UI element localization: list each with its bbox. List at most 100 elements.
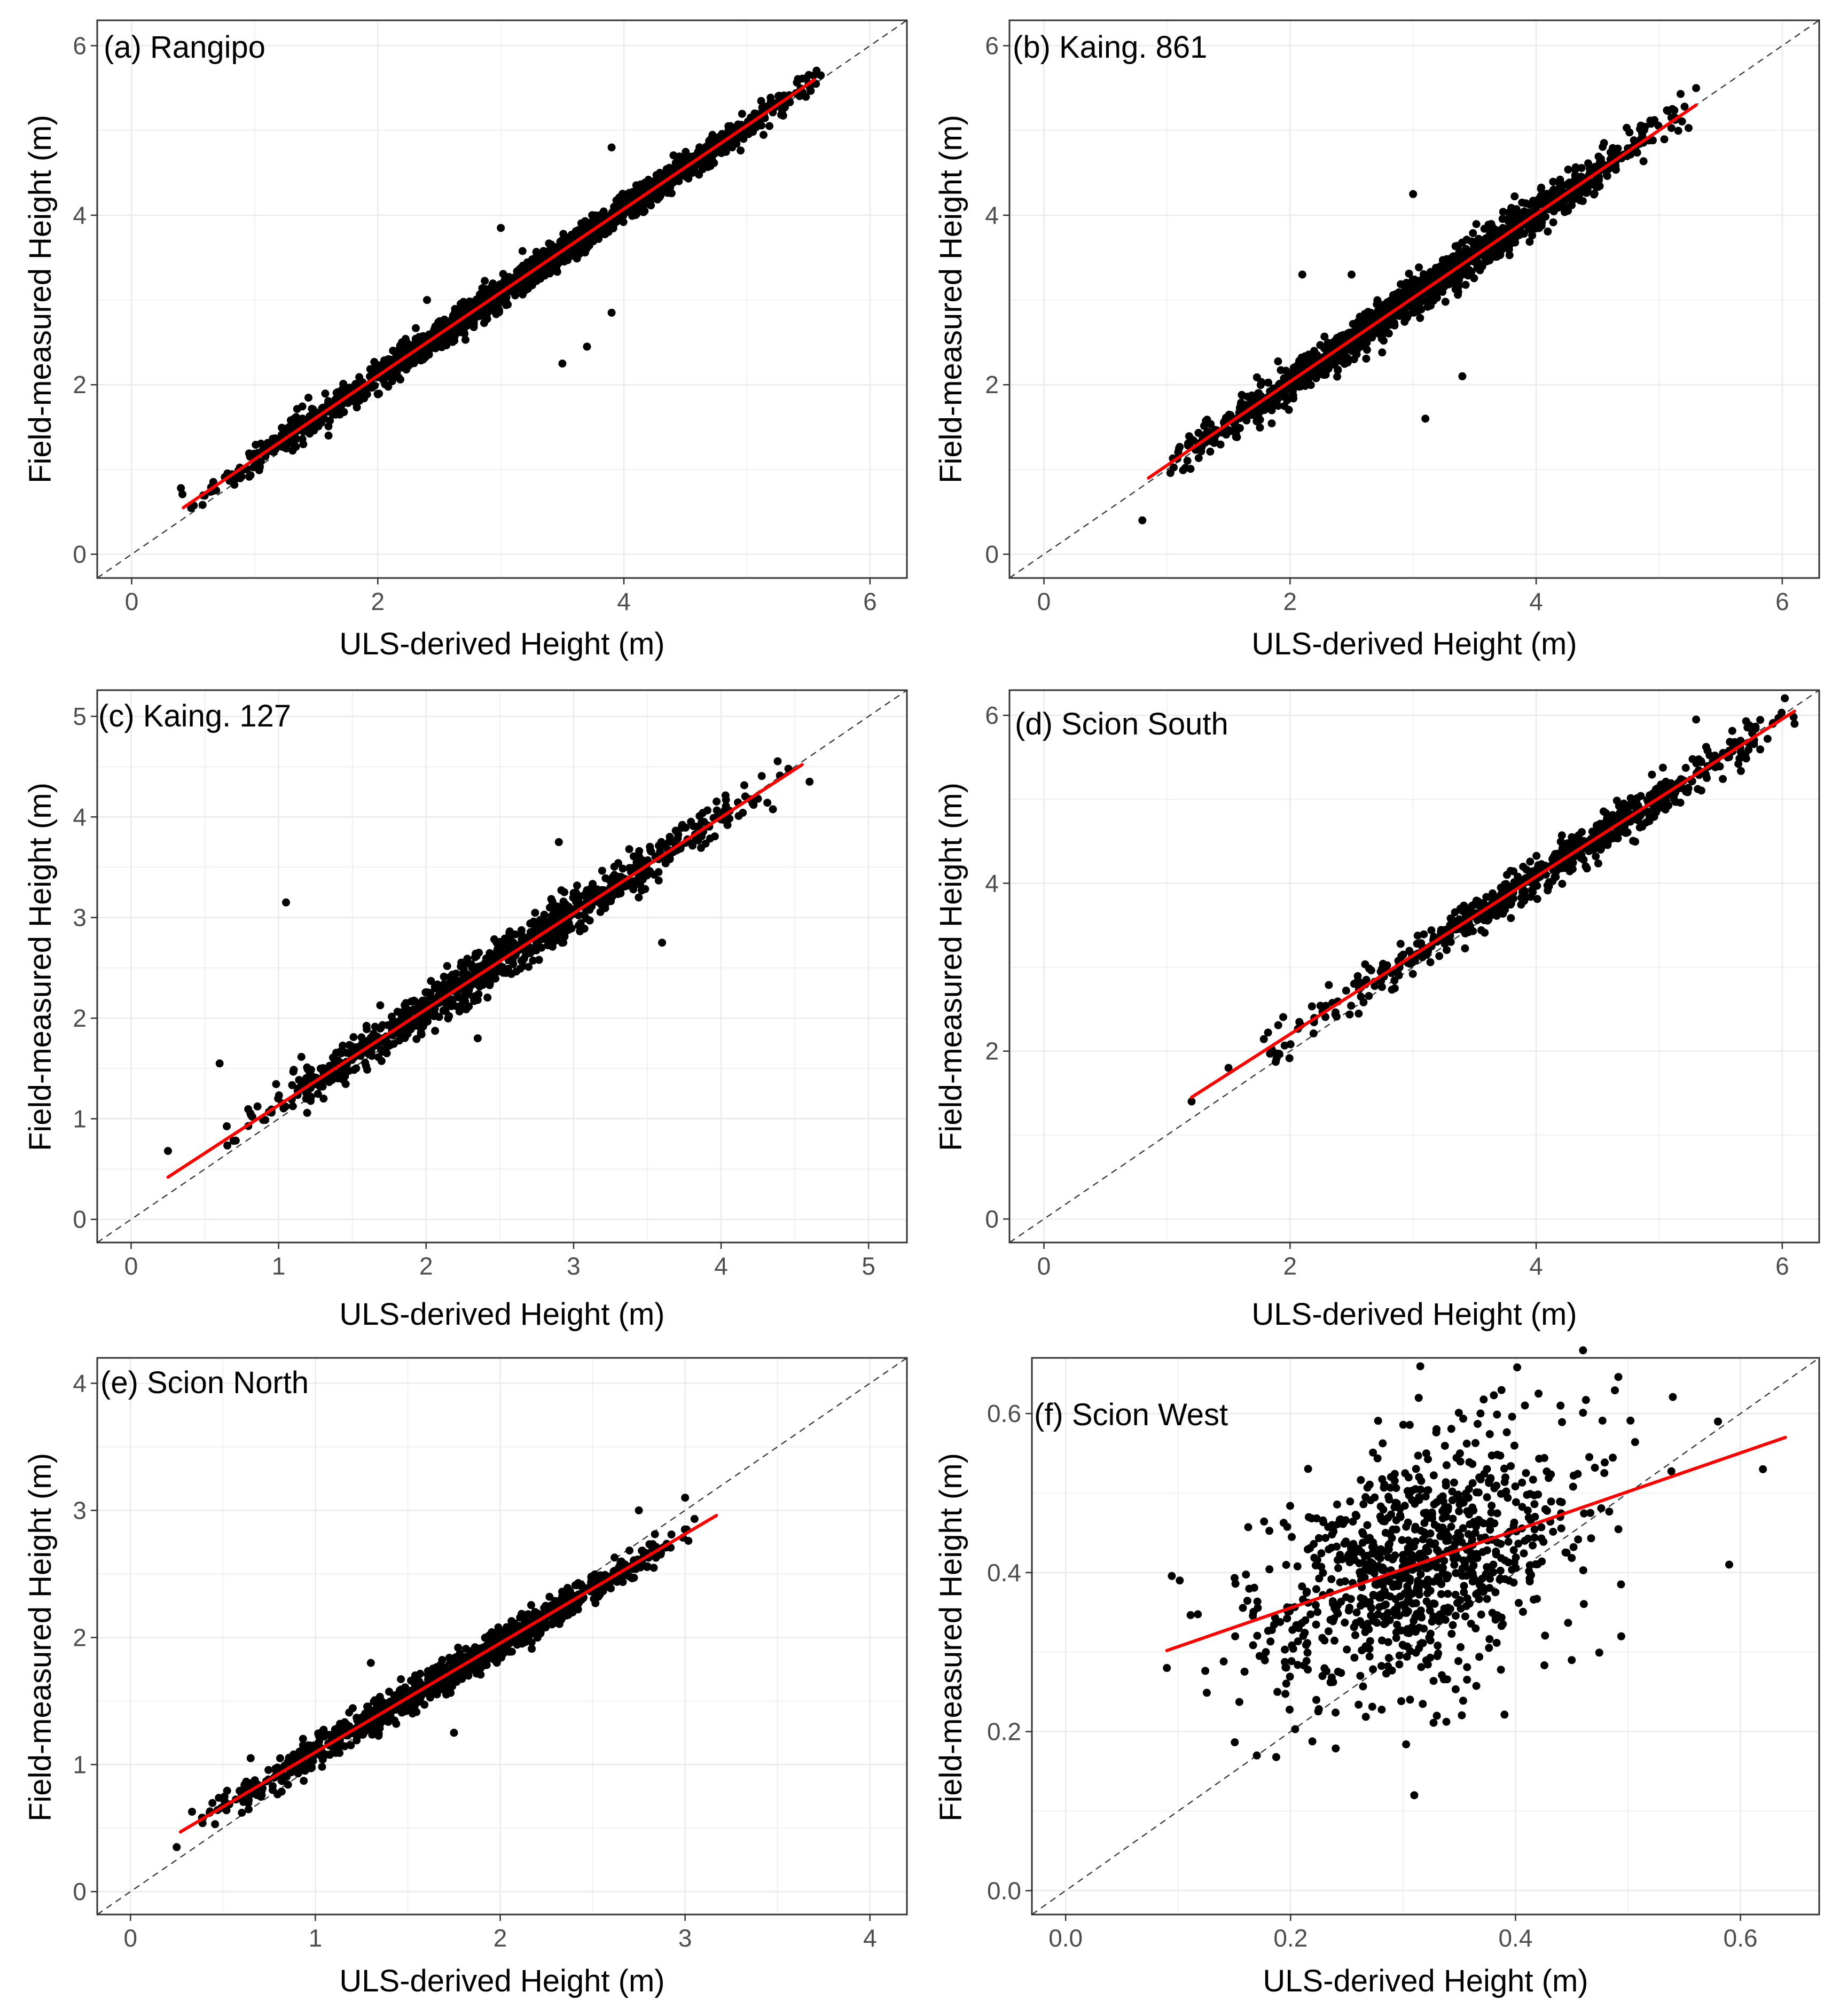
data-point xyxy=(478,284,487,293)
data-point xyxy=(757,97,765,105)
data-point xyxy=(451,304,459,313)
data-point xyxy=(678,821,686,829)
panel-border xyxy=(96,19,908,579)
data-point xyxy=(1367,966,1375,975)
data-point xyxy=(600,229,608,237)
data-point xyxy=(483,993,492,1002)
regression-line xyxy=(166,763,804,1179)
x-tick-label: 4 xyxy=(1529,588,1543,615)
data-point xyxy=(1343,354,1351,362)
x-tick-label: 6 xyxy=(1775,588,1789,615)
data-point xyxy=(375,389,383,398)
data-point xyxy=(1568,192,1576,201)
data-point xyxy=(1658,763,1667,772)
grid-lines xyxy=(1009,690,1819,1243)
data-point xyxy=(1377,334,1386,343)
data-point xyxy=(1697,757,1705,765)
data-point xyxy=(773,757,782,765)
data-point xyxy=(1347,343,1356,351)
x-tick-label: 0 xyxy=(124,1252,138,1280)
data-point xyxy=(1309,1029,1318,1038)
data-point xyxy=(1312,374,1320,382)
data-point xyxy=(1599,143,1607,151)
data-point xyxy=(377,1057,386,1065)
data-point xyxy=(557,886,566,895)
data-point xyxy=(253,1102,262,1111)
data-point xyxy=(288,447,297,455)
data-point xyxy=(431,1027,440,1035)
data-point xyxy=(1728,726,1736,735)
data-point-outlier xyxy=(215,1059,224,1068)
data-point xyxy=(1519,863,1528,871)
data-point xyxy=(289,439,297,448)
data-point xyxy=(695,822,704,830)
data-point xyxy=(475,982,484,991)
data-point xyxy=(445,1012,453,1020)
data-point xyxy=(391,354,400,363)
data-point xyxy=(1347,1002,1356,1010)
data-point xyxy=(509,960,518,968)
data-point xyxy=(486,981,494,989)
data-point xyxy=(435,1013,443,1021)
data-point xyxy=(463,955,472,963)
data-point xyxy=(1558,880,1567,888)
identity-line xyxy=(97,690,907,1243)
data-point xyxy=(1680,103,1689,111)
fit-line xyxy=(1147,103,1698,480)
data-point xyxy=(427,976,435,985)
data-point xyxy=(516,264,524,272)
data-point xyxy=(421,353,429,362)
data-point xyxy=(317,419,325,427)
data-point xyxy=(303,1108,311,1117)
data-point xyxy=(1184,439,1192,448)
data-point xyxy=(1461,944,1469,952)
data-point xyxy=(738,110,746,118)
data-point xyxy=(677,157,685,165)
data-point xyxy=(281,1103,290,1111)
data-point xyxy=(734,134,742,142)
data-point xyxy=(1741,749,1750,758)
data-point xyxy=(412,1035,421,1043)
data-point-outlier xyxy=(607,308,616,317)
data-point xyxy=(1677,90,1685,98)
data-point xyxy=(1280,1041,1289,1050)
data-point xyxy=(568,247,576,256)
data-point xyxy=(589,880,597,888)
data-point xyxy=(1295,382,1303,391)
data-point xyxy=(1660,135,1669,144)
data-point xyxy=(1440,283,1449,291)
data-point xyxy=(565,903,573,911)
y-tick-label: 0 xyxy=(985,541,999,568)
panel-label: (c) Kaing. 127 xyxy=(98,699,291,733)
data-point xyxy=(198,501,207,509)
x-axis-title: ULS-derived Height (m) xyxy=(339,627,664,661)
data-point xyxy=(1256,381,1265,389)
data-point-outlier xyxy=(1458,372,1467,380)
data-point xyxy=(722,795,730,804)
data-point xyxy=(1529,888,1537,896)
data-point xyxy=(625,189,633,197)
data-point xyxy=(601,895,609,904)
data-point xyxy=(1529,200,1538,208)
y-tick-label: 4 xyxy=(73,201,87,229)
data-point xyxy=(1549,207,1558,216)
data-point xyxy=(560,235,569,243)
data-point xyxy=(684,174,693,183)
data-point xyxy=(635,855,644,864)
data-point xyxy=(1789,713,1798,721)
data-point xyxy=(1256,423,1264,432)
data-point xyxy=(1647,120,1655,128)
data-point xyxy=(1279,1013,1287,1021)
data-point xyxy=(472,949,480,958)
data-point xyxy=(535,254,544,262)
data-point xyxy=(1517,901,1525,909)
data-point xyxy=(1396,940,1405,948)
data-point xyxy=(1614,144,1622,153)
panel-border xyxy=(96,689,908,1244)
data-point xyxy=(458,995,466,1003)
data-point xyxy=(504,300,512,309)
fit-line xyxy=(166,763,804,1179)
data-point xyxy=(1373,296,1382,304)
data-point xyxy=(1736,767,1745,775)
data-point xyxy=(666,833,674,841)
